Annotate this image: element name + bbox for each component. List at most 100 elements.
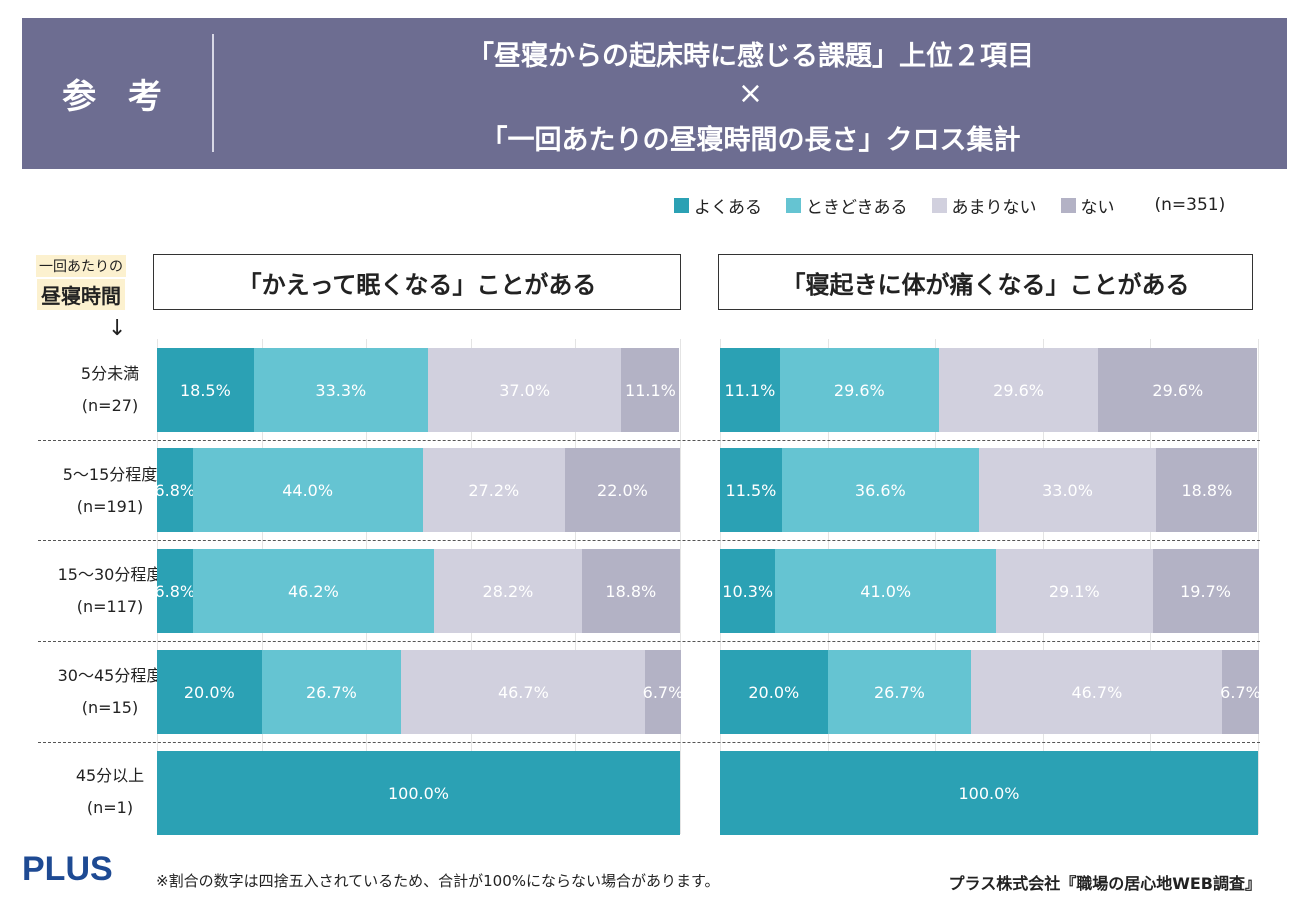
row-label: 5分未満 (n=27): [30, 358, 220, 422]
row-separator: [38, 540, 1260, 541]
legend-swatch: [931, 197, 947, 213]
legend-label: ない: [1080, 197, 1115, 218]
bar-segment: 26.7%: [261, 650, 402, 734]
row-label: 30〜45分程度 (n=15): [30, 660, 220, 724]
data-label: 11.5%: [725, 480, 777, 500]
data-label: 20.0%: [183, 682, 235, 702]
legend-swatch: [674, 197, 689, 213]
bar-segment: 27.2%: [422, 448, 565, 532]
row-n: (n=27): [81, 396, 139, 415]
row-label: 45分以上 (n=1): [30, 760, 220, 824]
bar-segment: 11.5%: [720, 448, 782, 532]
row-n: (n=1): [86, 798, 134, 817]
bar-segment: 6.8%: [154, 448, 195, 532]
bar-segment: 33.3%: [253, 348, 428, 432]
data-label: 26.7%: [306, 682, 357, 702]
data-label: 36.6%: [854, 480, 906, 500]
data-label: 37.0%: [499, 380, 551, 400]
bar-segment: 37.0%: [427, 348, 622, 432]
sample-size-label: (n=351): [1154, 195, 1226, 215]
bar-segment: 18.5%: [157, 348, 254, 432]
source-credit: プラス株式会社『職場の居心地WEB調査』: [948, 874, 1261, 893]
row-n: (n=191): [76, 497, 144, 516]
bar-segment: 36.6%: [781, 448, 979, 532]
bar-segment: 11.1%: [720, 348, 780, 432]
gridline: [680, 339, 681, 834]
bar-segment: 26.7%: [827, 650, 972, 734]
row-label: 15〜30分程度 (n=117): [30, 559, 220, 623]
data-label: 20.0%: [748, 682, 800, 702]
row-axis-header-line2: 昼寝時間: [37, 279, 125, 310]
legend-item-sometimes: ときどきある: [786, 193, 908, 218]
row-category: 5分未満: [80, 364, 140, 383]
down-arrow-icon: ↓: [108, 316, 127, 341]
data-label: 6.7%: [1220, 682, 1261, 702]
bar-segment: 18.8%: [1156, 448, 1258, 532]
bar-segment: 18.8%: [581, 549, 680, 633]
row-separator: [38, 641, 1260, 642]
bar-segment: 29.6%: [779, 348, 939, 432]
legend-label: よくある: [694, 197, 762, 218]
bar-segment: 46.7%: [971, 650, 1223, 734]
bar-segment: 20.0%: [720, 650, 828, 734]
bar-segment: 33.0%: [978, 448, 1157, 532]
data-label: 33.3%: [315, 380, 367, 400]
bar-segment: 44.0%: [192, 448, 423, 532]
bar-segment: 46.2%: [192, 549, 435, 633]
row-separator: [38, 440, 1260, 441]
bar-segment: 22.0%: [564, 448, 680, 532]
legend-swatch: [786, 197, 801, 213]
data-label: 10.3%: [722, 581, 774, 601]
data-label: 29.6%: [1152, 380, 1204, 400]
row-category: 45分以上: [75, 766, 145, 785]
legend-item-rarely: あまりない: [931, 193, 1037, 218]
data-label: 28.2%: [482, 581, 534, 601]
data-label: 11.1%: [625, 380, 676, 400]
row-category: 15〜30分程度: [57, 565, 163, 584]
row-category: 5〜15分程度: [62, 465, 158, 484]
data-label: 44.0%: [282, 480, 334, 500]
data-label: 18.8%: [1181, 480, 1233, 500]
row-n: (n=117): [76, 597, 144, 616]
chart-title-left: 「かえって眠くなる」ことがある: [153, 254, 681, 310]
reference-label: 参 考: [62, 77, 172, 117]
legend-item-never: ない: [1060, 193, 1115, 218]
data-label: 41.0%: [860, 581, 912, 601]
data-label: 19.7%: [1180, 581, 1231, 601]
header-cross-symbol: ×: [737, 76, 764, 111]
row-category: 30〜45分程度: [57, 666, 163, 685]
bar-segment: 100.0%: [157, 751, 680, 835]
header-banner: 参 考 「昼寝からの起床時に感じる課題」上位２項目 × 「一回あたりの昼寝時間の…: [22, 18, 1287, 169]
data-label: 26.7%: [874, 682, 925, 702]
row-n: (n=15): [81, 698, 139, 717]
row-separator: [38, 742, 1260, 743]
row-axis-header-line1: 一回あたりの: [36, 255, 126, 277]
data-label: 100.0%: [958, 783, 1020, 803]
data-label: 6.7%: [642, 682, 684, 702]
data-label: 100.0%: [387, 783, 449, 803]
row-axis-header: 一回あたりの 昼寝時間: [30, 255, 132, 310]
bar-segment: 6.7%: [643, 650, 683, 734]
bar-segment: 6.8%: [154, 549, 196, 633]
data-label: 18.5%: [179, 380, 231, 400]
legend-item-often: よくある: [674, 193, 762, 218]
bar-segment: 11.1%: [621, 348, 680, 432]
legend-swatch: [1060, 197, 1076, 213]
bar-segment: 29.1%: [995, 549, 1153, 633]
data-label: 46.7%: [1071, 682, 1123, 702]
footnote: ※割合の数字は四捨五入されているため、合計が100%にならない場合があります。: [156, 872, 720, 890]
data-label: 6.8%: [154, 581, 196, 601]
bar-segment: 20.0%: [157, 650, 262, 734]
data-label: 29.6%: [993, 380, 1044, 400]
data-label: 18.8%: [605, 581, 657, 601]
bar-segment: 46.7%: [401, 650, 646, 734]
data-label: 11.1%: [724, 380, 776, 400]
header-title-line1: 「昼寝からの起床時に感じる課題」上位２項目: [467, 41, 1034, 72]
bar-segment: 6.7%: [1220, 650, 1261, 734]
legend: よくある ときどきある あまりない ない (n=351): [674, 193, 1226, 218]
data-label: 22.0%: [597, 480, 648, 500]
data-label: 29.1%: [1048, 581, 1100, 601]
legend-label: ときどきある: [806, 197, 908, 218]
plus-logo: PLUS: [22, 850, 113, 888]
data-label: 46.2%: [287, 581, 339, 601]
